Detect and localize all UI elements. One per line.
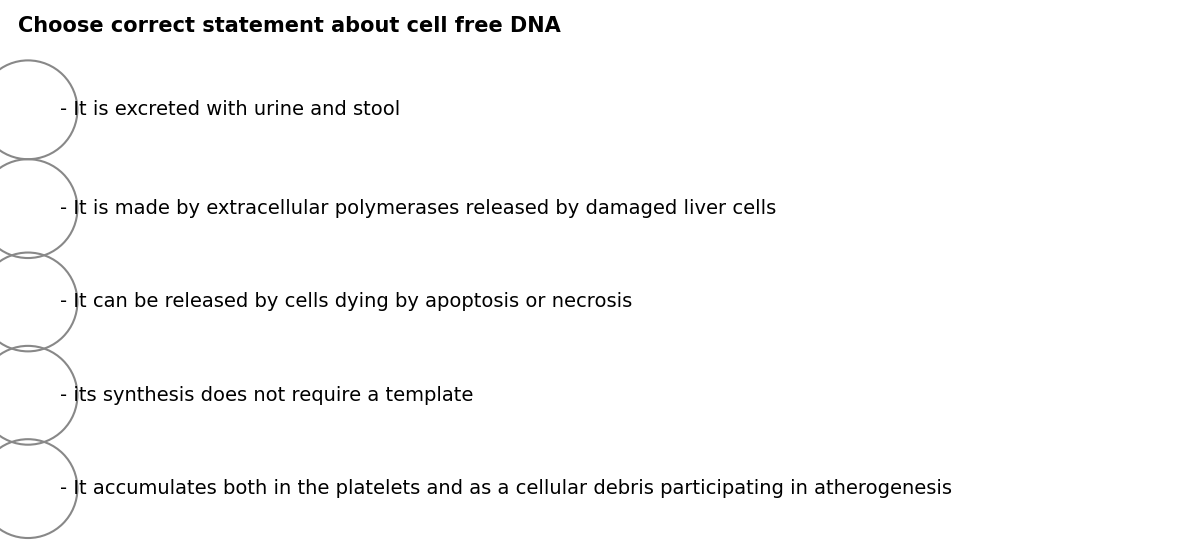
Text: - It accumulates both in the platelets and as a cellular debris participating in: - It accumulates both in the platelets a… xyxy=(60,479,952,498)
Text: - its synthesis does not require a template: - its synthesis does not require a templ… xyxy=(60,386,473,405)
Text: - It can be released by cells dying by apoptosis or necrosis: - It can be released by cells dying by a… xyxy=(60,293,632,311)
Text: Choose correct statement about cell free DNA: Choose correct statement about cell free… xyxy=(18,16,560,36)
Text: - It is excreted with urine and stool: - It is excreted with urine and stool xyxy=(60,100,401,119)
Text: - It is made by extracellular polymerases released by damaged liver cells: - It is made by extracellular polymerase… xyxy=(60,199,776,218)
